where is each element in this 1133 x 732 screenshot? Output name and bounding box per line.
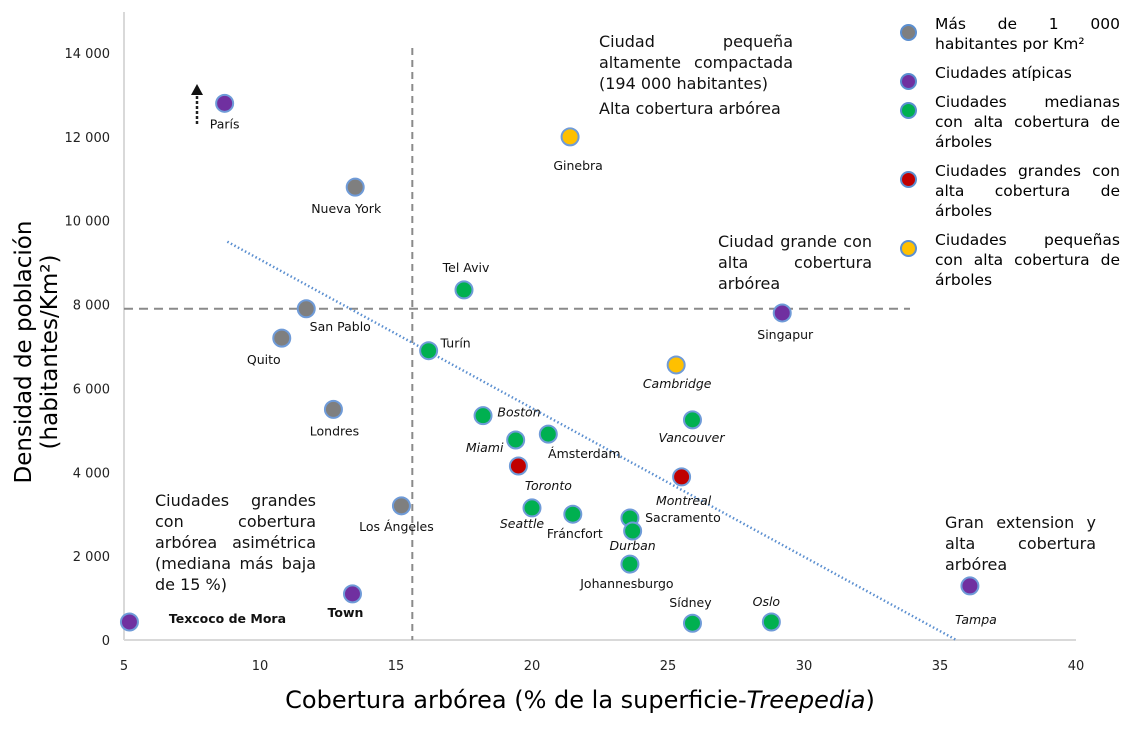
data-point-seattle <box>522 498 542 518</box>
annotation-large-asymmetric: Ciudades grandes con cobertura arbórea a… <box>155 491 316 594</box>
legend-label: Ciudades pequeñas con alta cobertura de … <box>935 231 1120 289</box>
x-axis-title-end: ) <box>865 686 875 714</box>
data-label: Londres <box>310 423 359 438</box>
y-tick-label: 14 000 <box>65 47 111 62</box>
data-point-boston <box>473 406 493 426</box>
data-label: Montreal <box>656 493 712 508</box>
data-label: Sacramento <box>645 510 721 525</box>
legend-item: Ciudades medianas con alta cobertura de … <box>898 92 1120 152</box>
data-point-san-pablo <box>296 299 316 319</box>
x-tick-label: 40 <box>1068 659 1085 674</box>
data-label: Turín <box>440 336 471 351</box>
y-tick-label: 6 000 <box>73 382 110 397</box>
legend-marker-icon <box>900 24 917 41</box>
legend-item: Ciudades grandes con alta cobertura de á… <box>898 161 1120 221</box>
data-label: Toronto <box>525 478 572 493</box>
legend-label: Ciudades atípicas <box>935 64 1072 82</box>
data-point-londres <box>323 399 343 419</box>
legend-marker-icon <box>900 73 917 90</box>
data-point-los-ángeles <box>391 496 411 516</box>
data-point-nueva-york <box>345 177 365 197</box>
arrow-head-icon <box>191 84 203 95</box>
legend-item: Ciudades atípicas <box>898 63 1120 90</box>
y-tick-label: 12 000 <box>65 131 111 146</box>
data-point-parís <box>215 93 235 113</box>
data-label: Vancouver <box>658 430 725 445</box>
trend-line <box>226 240 957 642</box>
data-label: Boston <box>497 405 540 420</box>
data-point-quito <box>272 328 292 348</box>
data-label: Ginebra <box>553 158 603 173</box>
data-point-durban <box>623 521 643 541</box>
y-tick-label: 2 000 <box>73 550 110 565</box>
data-label: Town <box>328 605 364 620</box>
y-tick-label: 4 000 <box>73 466 110 481</box>
y-axis-title: Densidad de población (habitantes/Km²) <box>11 220 63 484</box>
data-label: Sídney <box>669 595 712 610</box>
x-tick-label: 5 <box>120 659 128 674</box>
annotation-extension: Gran extension y alta cobertura arbórea <box>945 513 1096 574</box>
data-point-cambridge <box>666 355 686 375</box>
y-tick-label: 0 <box>102 634 110 649</box>
legend: Más de 1 000 habitantes por Km² Ciudades … <box>898 14 1120 299</box>
data-label: Miami <box>466 440 504 455</box>
data-point-singapur <box>772 303 792 323</box>
x-tick-label: 35 <box>932 659 949 674</box>
data-label: San Pablo <box>310 319 371 334</box>
x-axis-title-main: Cobertura arbórea (% de la superficie- <box>285 686 747 714</box>
data-label: Singapur <box>757 327 814 342</box>
data-label: París <box>210 116 240 131</box>
data-label: Ámsterdam <box>548 446 621 461</box>
data-point-tampa <box>960 576 980 596</box>
legend-marker-icon <box>900 240 917 257</box>
legend-label: Ciudades medianas con alta cobertura de … <box>935 93 1120 151</box>
data-label: Fráncfort <box>547 526 603 541</box>
data-point-turín <box>419 341 439 361</box>
legend-item: Más de 1 000 habitantes por Km² <box>898 14 1120 54</box>
annotation-small-compact: Ciudad pequeña altamente compactada (194… <box>599 32 793 93</box>
legend-label: Más de 1 000 habitantes por Km² <box>935 15 1120 53</box>
legend-marker-icon <box>900 171 917 188</box>
annotation-high-cover: Alta cobertura arbórea <box>599 99 781 118</box>
data-point-ginebra <box>560 127 580 147</box>
y-tick-label: 8 000 <box>73 299 110 314</box>
data-label: Oslo <box>753 594 781 609</box>
data-point-oslo <box>761 612 781 632</box>
data-label: Johannesburgo <box>579 576 673 591</box>
data-point-fráncfort <box>563 504 583 524</box>
legend-label: Ciudades grandes con alta cobertura de á… <box>935 162 1120 220</box>
data-point-vancouver <box>682 410 702 430</box>
data-point-ámsterdam <box>538 424 558 444</box>
x-axis-title-italic: Treepedia <box>746 686 866 714</box>
data-point-texcoco-de-mora <box>119 612 139 632</box>
data-point-montreal <box>672 467 692 487</box>
data-label: Durban <box>610 538 656 553</box>
y-tick-label: 10 000 <box>65 215 111 230</box>
legend-marker-icon <box>900 102 917 119</box>
x-tick-label: 10 <box>252 659 269 674</box>
x-tick-label: 30 <box>796 659 813 674</box>
data-label: Tampa <box>955 612 997 627</box>
legend-item: Ciudades pequeñas con alta cobertura de … <box>898 230 1120 290</box>
data-label: Texcoco de Mora <box>169 611 286 626</box>
data-point-town <box>342 584 362 604</box>
x-tick-label: 25 <box>660 659 677 674</box>
data-point-sídney <box>682 613 702 633</box>
data-label: Los Ángeles <box>359 519 434 534</box>
data-point-johannesburgo <box>620 554 640 574</box>
data-label: Cambridge <box>643 376 712 391</box>
data-point-toronto <box>508 456 528 476</box>
data-point-miami <box>506 430 526 450</box>
data-label: Seattle <box>500 516 545 531</box>
annotation-large-high: Ciudad grande con alta cobertura arbórea <box>718 232 872 293</box>
data-label: Nueva York <box>311 201 382 216</box>
data-point-tel-aviv <box>454 280 474 300</box>
x-tick-label: 15 <box>388 659 405 674</box>
x-tick-label: 20 <box>524 659 541 674</box>
data-label: Quito <box>247 352 281 367</box>
data-label: Tel Aviv <box>442 260 490 275</box>
x-axis-title: Cobertura arbórea (% de la superficie-Tr… <box>200 686 960 714</box>
